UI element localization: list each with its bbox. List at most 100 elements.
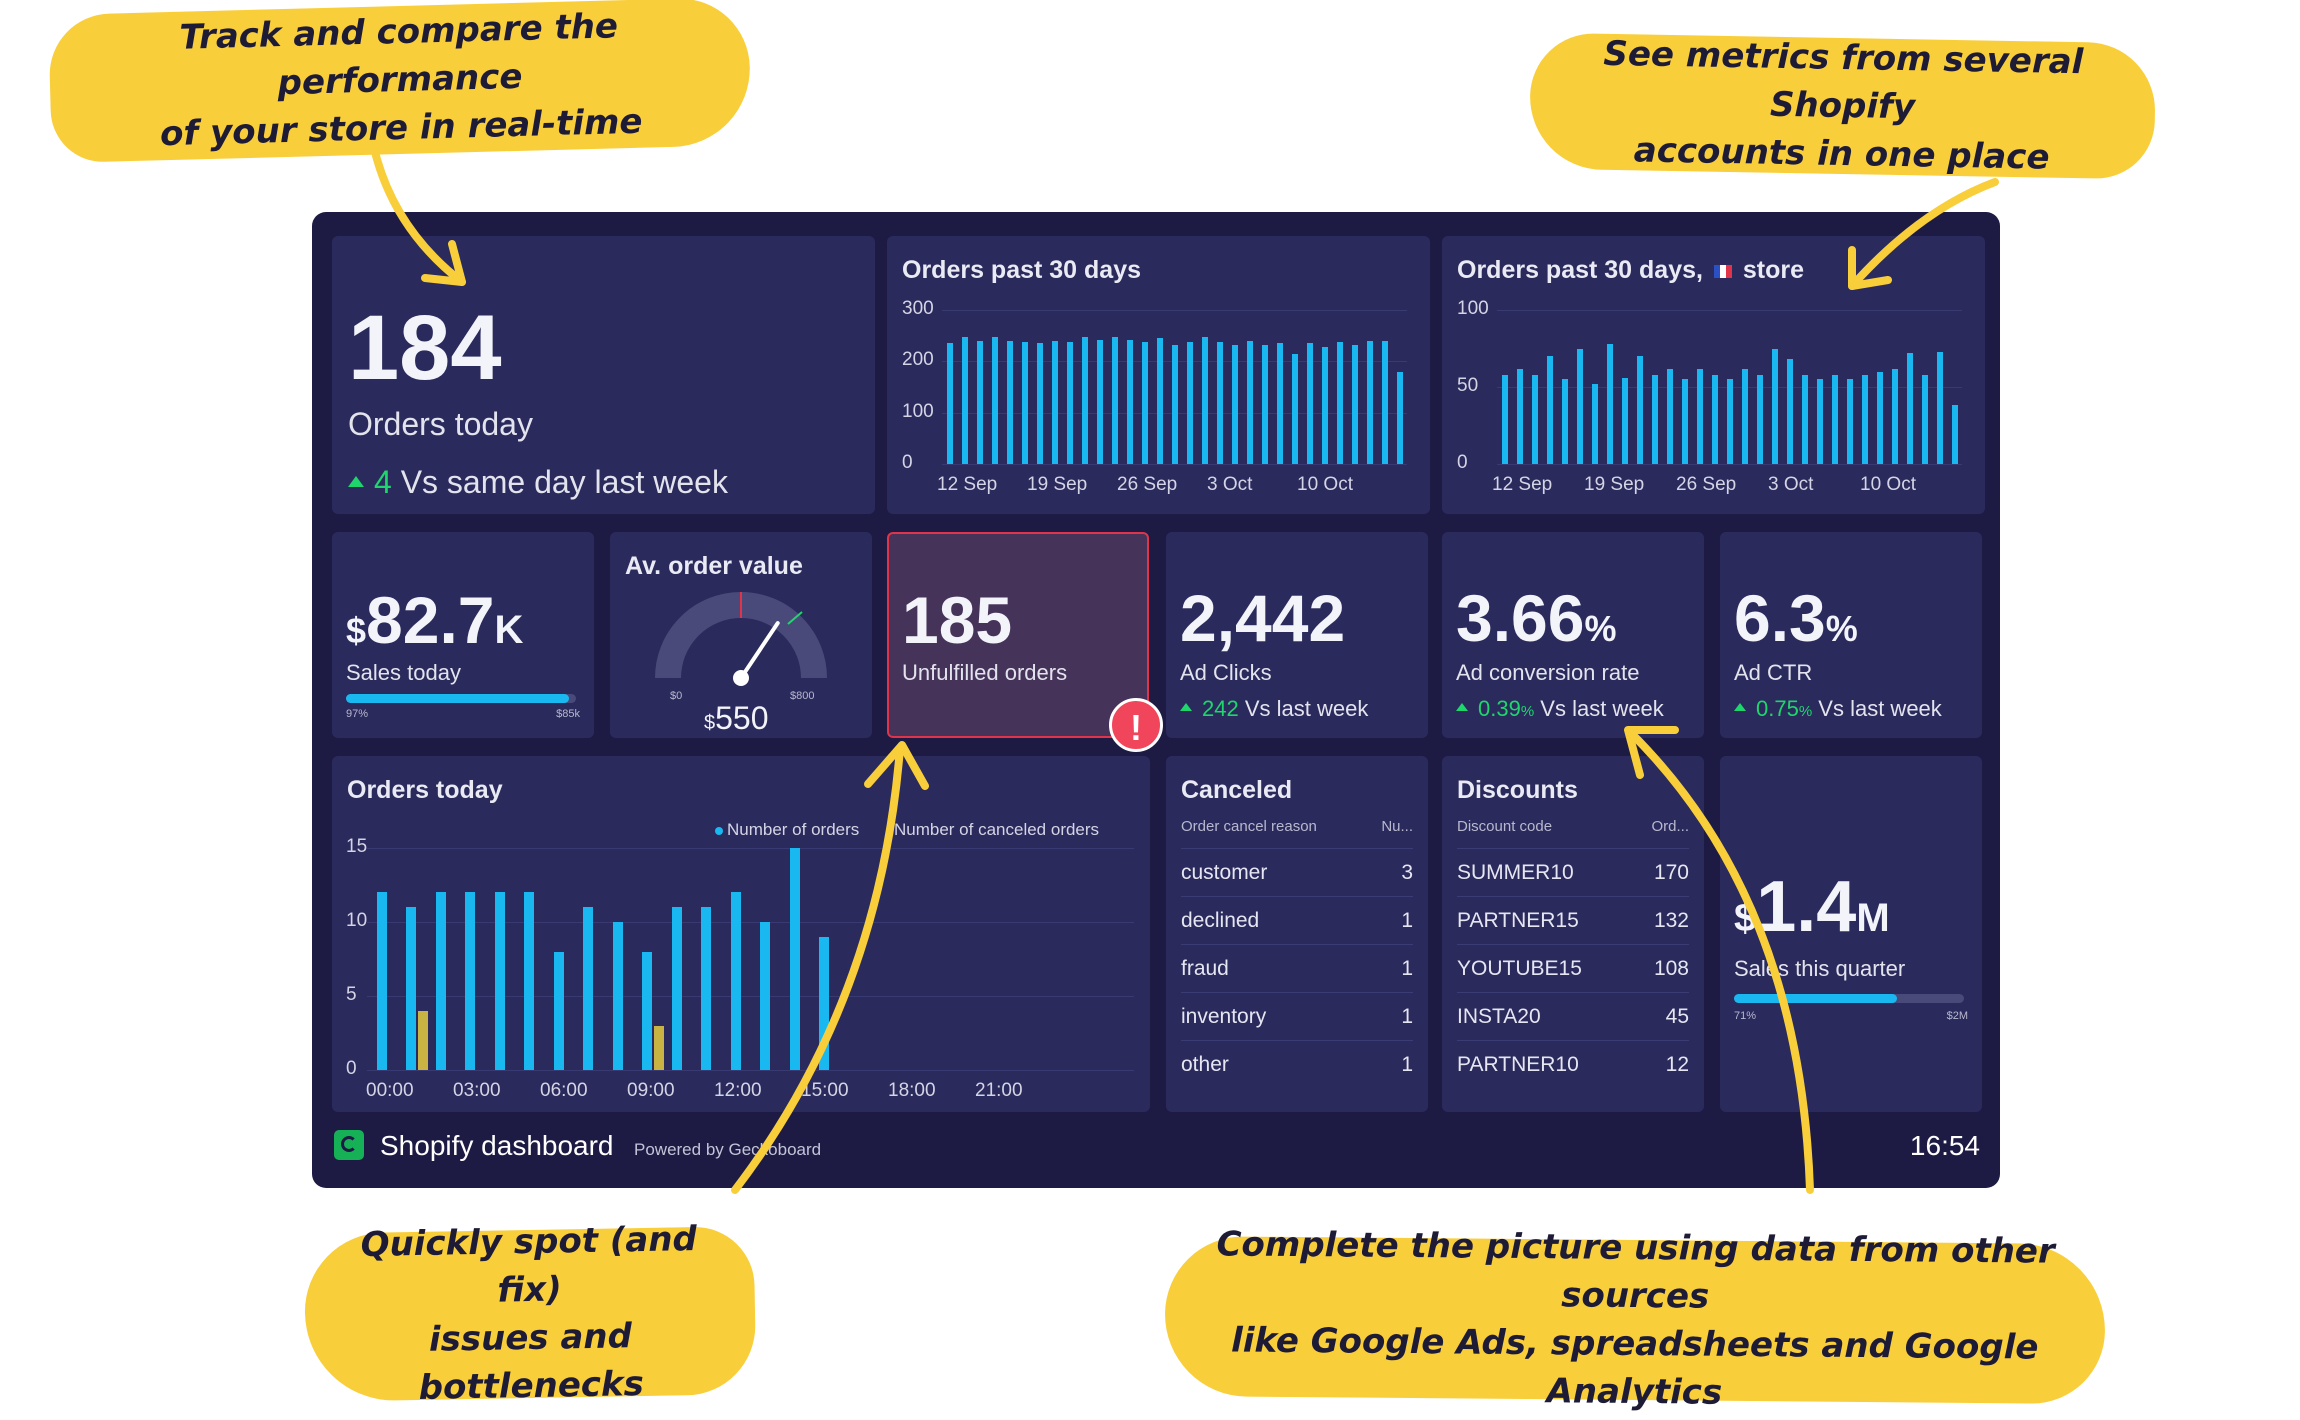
footer-title: Shopify dashboard [380,1130,614,1161]
y-tick-label: 200 [902,349,934,371]
bar [1141,341,1148,464]
bar [1261,344,1268,464]
sales-today-value: $82.7K [346,583,524,657]
discount-row: SUMMER10 170 [1457,848,1689,897]
ad-clicks-panel[interactable]: 2,442 Ad Clicks 242 Vs last week [1166,532,1428,738]
x-tick-label: 10 Oct [1297,474,1353,495]
sales-today-label: Sales today [346,660,461,685]
bar [1336,341,1343,464]
bar [789,848,800,1070]
bar [1306,343,1313,464]
sales-quarter-max: $2M [1946,1010,1968,1022]
bar [1696,368,1703,464]
orders-today-chart-panel[interactable]: Orders today Number of orders Number of … [332,756,1150,1112]
y-tick-label: 100 [1457,298,1489,319]
legend-dot-icon [715,826,723,835]
sales-quarter-value: $1.4M [1734,867,1890,947]
canceled-row-label: declined [1181,909,1260,932]
canceled-row-label: other [1181,1053,1229,1076]
orders-30-days-store-panel[interactable]: Orders past 30 days, store 100 50 0 12 Sep 1… [1442,236,1985,514]
y-tick-label: 100 [902,400,934,422]
canceled-row: fraud 1 [1181,944,1413,993]
ad-clicks-label: Ad Clicks [1180,660,1272,685]
y-tick-label: 0 [346,1058,357,1079]
avg-order-value: $550 [704,700,769,736]
sales-today-min: 97% [346,708,369,720]
bar [1576,348,1583,464]
orders-30-days-panel[interactable]: Orders past 30 days 300 200 100 0 12 Sep 19 S… [887,236,1430,514]
bar [612,922,623,1070]
bar [1021,341,1028,464]
x-tick-label: 3 Oct [1207,474,1253,495]
ad-ctr-panel[interactable]: 6.3% Ad CTR 0.75% Vs last week [1720,532,1982,738]
ad-clicks-value: 2,442 [1180,581,1346,655]
gridline [367,996,1134,997]
bar [1756,374,1763,464]
sales-today-panel[interactable]: $82.7K Sales today 97% $85k [332,532,594,738]
discount-row: INSTA20 45 [1457,992,1689,1041]
callout-other-sources: Complete the picture using data from oth… [1164,1224,2106,1413]
y-tick-label: 50 [1457,375,1479,396]
discount-row-value: 45 [1665,1005,1689,1028]
avg-order-title: Av. order value [625,552,803,580]
bar-canceled [654,1025,665,1070]
bar [946,343,953,464]
ad-conversion-panel[interactable]: 3.66% Ad conversion rate 0.39% Vs last w… [1442,532,1704,738]
callout-multi-account: See metrics from several Shopify account… [1528,32,2157,180]
canceled-row-value: 3 [1401,861,1413,884]
sales-quarter-panel[interactable]: $1.4M Sales this quarter 71% $2M [1720,756,1982,1112]
bar [1066,341,1073,464]
bar [1186,341,1193,464]
bar [1621,377,1628,464]
orders-today-comparison: 4 Vs same day last week [348,464,728,501]
canceled-row: other 1 [1181,1040,1413,1089]
canceled-row: customer 3 [1181,848,1413,897]
bar [1291,353,1298,464]
x-tick-label: 18:00 [888,1080,936,1101]
discount-row: PARTNER15 132 [1457,896,1689,945]
bar [1891,368,1898,464]
unfulfilled-orders-panel[interactable]: 185 Unfulfilled orders ! [887,532,1163,752]
gridline [942,310,1407,311]
bar [1651,374,1658,464]
avg-order-min: $0 [670,690,683,702]
up-arrow-icon [348,476,364,488]
orders-30-title: Orders past 30 days [902,256,1142,284]
x-tick-label: 00:00 [366,1080,414,1101]
y-tick-label: 0 [1457,452,1468,473]
ad-ctr-value: 6.3% [1734,581,1858,655]
bar [1396,371,1403,464]
x-tick-label: 21:00 [975,1080,1023,1101]
x-tick-label: 12 Sep [937,474,998,495]
bar [553,951,564,1070]
ad-conversion-value: 3.66% [1456,581,1617,655]
orders-today-panel[interactable]: 184 Orders today 4 Vs same day last week [332,236,875,514]
bar [1081,336,1088,464]
bar [1171,344,1178,464]
unfulfilled-label: Unfulfilled orders [902,660,1068,685]
avg-order-max: $800 [790,690,815,702]
bar [1321,346,1328,464]
x-tick-label: 19 Sep [1584,474,1645,495]
up-arrow-icon [1456,703,1468,712]
bar [1201,336,1208,464]
bar [1636,356,1643,464]
bar [1801,374,1808,464]
bar [1591,383,1598,464]
bar [583,907,594,1070]
canceled-row-value: 1 [1401,1005,1413,1028]
footer-logo-icon [334,1130,364,1160]
bar [1831,374,1838,464]
discounts-panel[interactable]: Discounts Discount code Ord... SUMMER10 1… [1442,756,1704,1112]
bar [1726,379,1733,464]
ad-conversion-label: Ad conversion rate [1456,660,1640,685]
bar [494,892,505,1070]
bar [1231,344,1238,464]
callout-realtime: Track and compare the performance of you… [48,0,752,164]
orders-today-label: Orders today [348,406,533,442]
canceled-panel[interactable]: Canceled Order cancel reason Nu... custo… [1166,756,1428,1112]
avg-order-gauge [655,592,827,686]
discount-row: YOUTUBE15 108 [1457,944,1689,993]
gauge-good-mark [787,611,803,625]
avg-order-panel[interactable]: Av. order value $0 $800 $550 [610,532,872,738]
